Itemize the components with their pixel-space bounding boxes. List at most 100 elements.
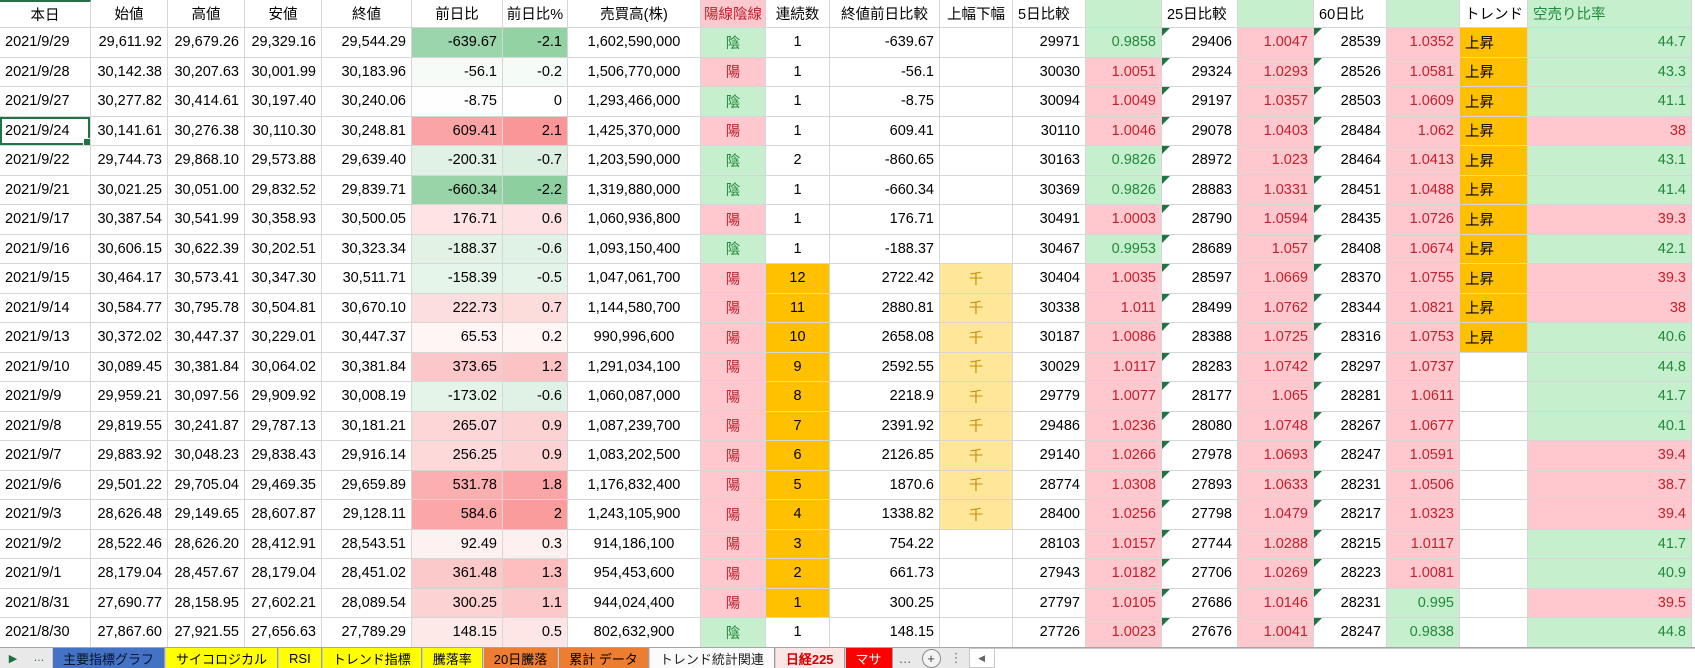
cell-d60[interactable]: 28539 bbox=[1314, 28, 1387, 58]
cell-open[interactable]: 29,959.21 bbox=[91, 382, 168, 412]
cell-d5r[interactable]: 1.0035 bbox=[1086, 264, 1162, 294]
cell-sen[interactable] bbox=[940, 559, 1013, 589]
cell-streak[interactable]: 5 bbox=[766, 470, 830, 500]
cell-d60[interactable]: 28344 bbox=[1314, 293, 1387, 323]
cell-high[interactable]: 30,097.56 bbox=[168, 382, 245, 412]
cell-date[interactable]: 2021/9/17 bbox=[0, 205, 91, 235]
cell-vol[interactable]: 1,083,202,500 bbox=[568, 441, 701, 471]
cell-vol[interactable]: 1,319,880,000 bbox=[568, 175, 701, 205]
cell-candle[interactable]: 陽 bbox=[701, 57, 766, 87]
cell-high[interactable]: 27,921.55 bbox=[168, 618, 245, 648]
cell-open[interactable]: 28,626.48 bbox=[91, 500, 168, 530]
col-header-d5[interactable]: 5日比較 bbox=[1013, 0, 1086, 28]
cell-d5[interactable]: 30094 bbox=[1013, 87, 1086, 117]
cell-chg[interactable]: 176.71 bbox=[412, 205, 503, 235]
cell-d25[interactable]: 28790 bbox=[1162, 205, 1238, 235]
cell-chg[interactable]: 222.73 bbox=[412, 293, 503, 323]
cell-open[interactable]: 30,606.15 bbox=[91, 234, 168, 264]
cell-high[interactable]: 30,241.87 bbox=[168, 411, 245, 441]
cell-d25[interactable]: 27798 bbox=[1162, 500, 1238, 530]
cell-d60r[interactable]: 1.0081 bbox=[1387, 559, 1460, 589]
sheet-tab-日経225[interactable]: 日経225 bbox=[774, 648, 845, 668]
cell-chg[interactable]: 265.07 bbox=[412, 411, 503, 441]
cell-streak[interactable]: 1 bbox=[766, 205, 830, 235]
cell-d25r[interactable]: 1.0742 bbox=[1238, 352, 1314, 382]
cell-trend[interactable] bbox=[1460, 352, 1528, 382]
cell-high[interactable]: 30,414.61 bbox=[168, 87, 245, 117]
cell-high[interactable]: 30,048.23 bbox=[168, 441, 245, 471]
cell-chgPct[interactable]: 0.5 bbox=[503, 618, 568, 648]
cell-chgPct[interactable]: 2 bbox=[503, 500, 568, 530]
cell-chgPct[interactable]: -0.5 bbox=[503, 264, 568, 294]
cell-d60[interactable]: 28223 bbox=[1314, 559, 1387, 589]
col-header-date[interactable]: 本日 bbox=[0, 0, 91, 28]
cell-sen[interactable] bbox=[940, 618, 1013, 648]
cell-low[interactable]: 29,469.35 bbox=[245, 470, 322, 500]
cell-short[interactable]: 39.3 bbox=[1528, 205, 1692, 235]
cell-d60r[interactable]: 1.0611 bbox=[1387, 382, 1460, 412]
cell-sen[interactable]: 千 bbox=[940, 293, 1013, 323]
cell-short[interactable]: 41.7 bbox=[1528, 529, 1692, 559]
cell-chg[interactable]: 300.25 bbox=[412, 588, 503, 618]
cell-short[interactable]: 40.9 bbox=[1528, 559, 1692, 589]
cell-streak[interactable]: 9 bbox=[766, 352, 830, 382]
cell-chgPct[interactable]: -2.2 bbox=[503, 175, 568, 205]
cell-cum[interactable]: 300.25 bbox=[830, 588, 940, 618]
cell-close[interactable]: 28,543.51 bbox=[322, 529, 412, 559]
cell-d5r[interactable]: 1.0256 bbox=[1086, 500, 1162, 530]
cell-low[interactable]: 29,832.52 bbox=[245, 175, 322, 205]
cell-open[interactable]: 30,089.45 bbox=[91, 352, 168, 382]
cell-d60[interactable]: 28215 bbox=[1314, 529, 1387, 559]
cell-date[interactable]: 2021/8/30 bbox=[0, 618, 91, 648]
cell-vol[interactable]: 1,602,590,000 bbox=[568, 28, 701, 58]
cell-d5r[interactable]: 1.0077 bbox=[1086, 382, 1162, 412]
cell-cum[interactable]: -56.1 bbox=[830, 57, 940, 87]
cell-date[interactable]: 2021/9/3 bbox=[0, 500, 91, 530]
cell-chg[interactable]: -173.02 bbox=[412, 382, 503, 412]
col-header-candle[interactable]: 陽線陰線 bbox=[701, 0, 766, 28]
cell-d25r[interactable]: 1.0762 bbox=[1238, 293, 1314, 323]
cell-d60[interactable]: 28451 bbox=[1314, 175, 1387, 205]
cell-cum[interactable]: 754.22 bbox=[830, 529, 940, 559]
cell-cum[interactable]: 609.41 bbox=[830, 116, 940, 146]
cell-chgPct[interactable]: 1.1 bbox=[503, 588, 568, 618]
cell-d25[interactable]: 28972 bbox=[1162, 146, 1238, 176]
cell-d5r[interactable]: 1.0049 bbox=[1086, 87, 1162, 117]
cell-d5[interactable]: 30491 bbox=[1013, 205, 1086, 235]
cell-cum[interactable]: 2218.9 bbox=[830, 382, 940, 412]
cell-chg[interactable]: -200.31 bbox=[412, 146, 503, 176]
cell-streak[interactable]: 4 bbox=[766, 500, 830, 530]
cell-short[interactable]: 41.7 bbox=[1528, 382, 1692, 412]
cell-chg[interactable]: -660.34 bbox=[412, 175, 503, 205]
cell-d60[interactable]: 28316 bbox=[1314, 323, 1387, 353]
cell-vol[interactable]: 1,176,832,400 bbox=[568, 470, 701, 500]
cell-chg[interactable]: -56.1 bbox=[412, 57, 503, 87]
cell-d60[interactable]: 28231 bbox=[1314, 588, 1387, 618]
cell-candle[interactable]: 陽 bbox=[701, 470, 766, 500]
cell-d5[interactable]: 30029 bbox=[1013, 352, 1086, 382]
cell-high[interactable]: 29,679.26 bbox=[168, 28, 245, 58]
cell-high[interactable]: 30,381.84 bbox=[168, 352, 245, 382]
cell-d60r[interactable]: 1.0413 bbox=[1387, 146, 1460, 176]
cell-d25[interactable]: 29324 bbox=[1162, 57, 1238, 87]
cell-low[interactable]: 30,229.01 bbox=[245, 323, 322, 353]
sheet-nav-more-icon[interactable]: … bbox=[33, 652, 45, 664]
cell-candle[interactable]: 陽 bbox=[701, 441, 766, 471]
cell-chg[interactable]: 373.65 bbox=[412, 352, 503, 382]
cell-streak[interactable]: 10 bbox=[766, 323, 830, 353]
cell-d25r[interactable]: 1.065 bbox=[1238, 382, 1314, 412]
col-header-vol[interactable]: 売買高(株) bbox=[568, 0, 701, 28]
cell-close[interactable]: 28,089.54 bbox=[322, 588, 412, 618]
cell-d25[interactable]: 27893 bbox=[1162, 470, 1238, 500]
cell-high[interactable]: 30,541.99 bbox=[168, 205, 245, 235]
cell-chgPct[interactable]: 0.9 bbox=[503, 411, 568, 441]
cell-high[interactable]: 28,457.67 bbox=[168, 559, 245, 589]
cell-d60r[interactable]: 1.0821 bbox=[1387, 293, 1460, 323]
sheet-tab-トレンド統計関連[interactable]: トレンド統計関連 bbox=[648, 648, 775, 668]
cell-sen[interactable]: 千 bbox=[940, 470, 1013, 500]
cell-open[interactable]: 30,584.77 bbox=[91, 293, 168, 323]
cell-candle[interactable]: 陽 bbox=[701, 559, 766, 589]
cell-close[interactable]: 30,381.84 bbox=[322, 352, 412, 382]
cell-trend[interactable]: 上昇 bbox=[1460, 87, 1528, 117]
cell-d60[interactable]: 28464 bbox=[1314, 146, 1387, 176]
